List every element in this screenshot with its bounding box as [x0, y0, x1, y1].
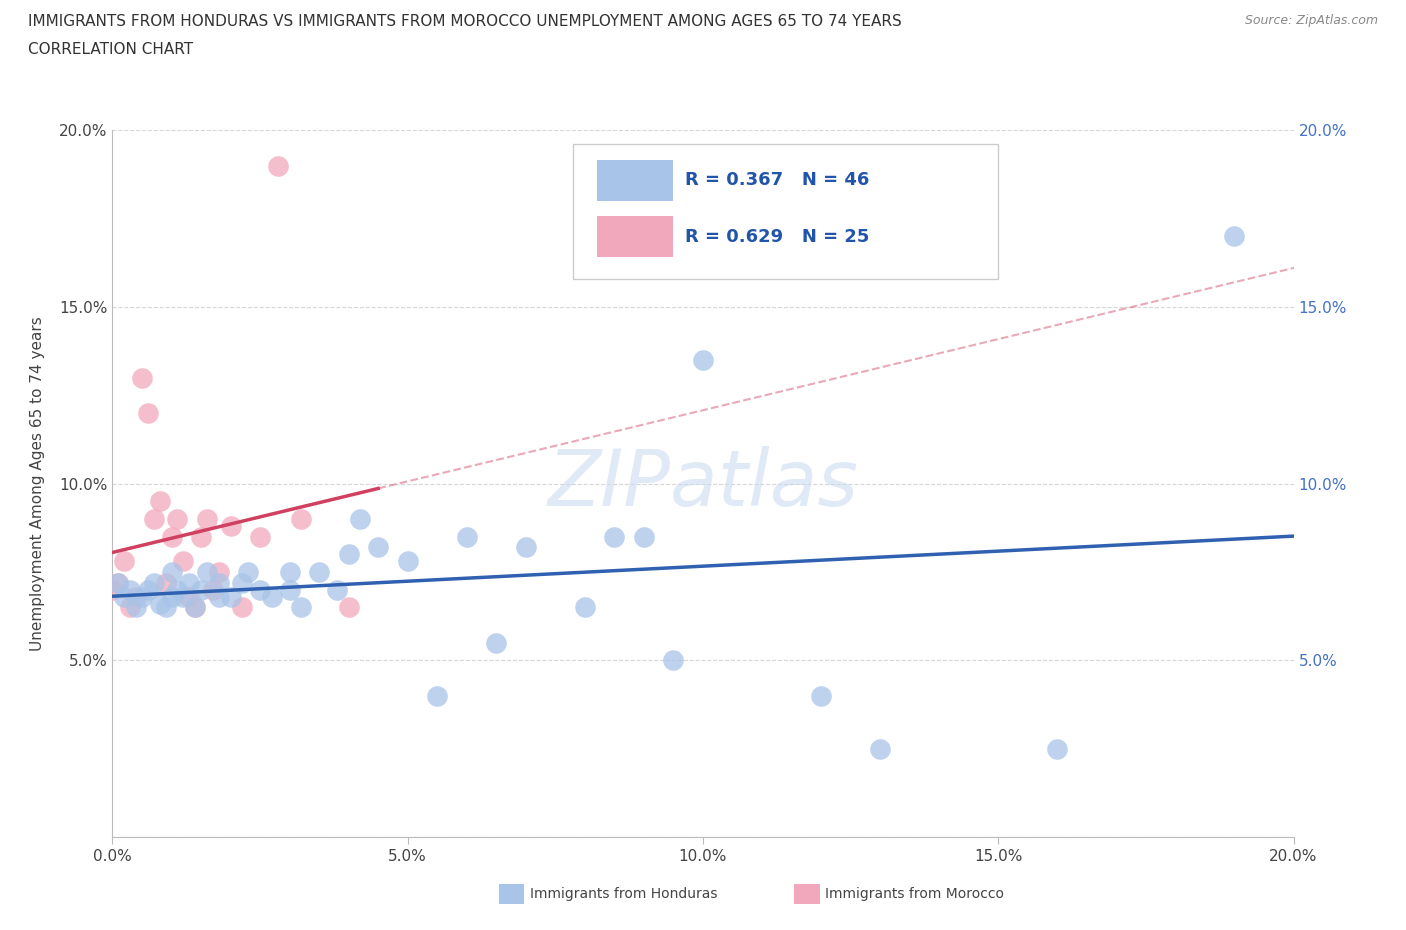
Point [166, 582, 188, 597]
Point [142, 575, 165, 590]
Point [1046, 741, 1069, 756]
Point [131, 370, 153, 385]
Point [396, 554, 419, 569]
Point [101, 582, 124, 597]
Point [184, 600, 207, 615]
Point [337, 547, 360, 562]
Point [290, 512, 312, 526]
Point [120, 600, 142, 615]
Point [149, 596, 172, 611]
Point [456, 529, 478, 544]
Point [219, 590, 242, 604]
Point [326, 582, 349, 597]
Text: Immigrants from Morocco: Immigrants from Morocco [825, 886, 1004, 901]
Point [160, 565, 183, 579]
Point [308, 565, 330, 579]
Point [515, 539, 537, 554]
Text: IMMIGRANTS FROM HONDURAS VS IMMIGRANTS FROM MOROCCO UNEMPLOYMENT AMONG AGES 65 T: IMMIGRANTS FROM HONDURAS VS IMMIGRANTS F… [28, 14, 901, 29]
Point [136, 582, 159, 597]
Point [195, 565, 218, 579]
Point [208, 590, 231, 604]
FancyBboxPatch shape [596, 160, 673, 201]
Point [349, 512, 371, 526]
Point [633, 529, 655, 544]
Point [249, 582, 271, 597]
Point [195, 512, 218, 526]
Point [112, 554, 135, 569]
Point [172, 590, 194, 604]
Point [662, 653, 685, 668]
Point [260, 590, 283, 604]
Point [426, 688, 449, 703]
Point [231, 600, 253, 615]
Point [290, 600, 312, 615]
Point [485, 635, 508, 650]
Point [136, 405, 159, 420]
FancyBboxPatch shape [574, 144, 998, 279]
Point [107, 575, 129, 590]
Point [1223, 229, 1246, 244]
Point [278, 582, 301, 597]
Point [125, 600, 148, 615]
Text: Source: ZipAtlas.com: Source: ZipAtlas.com [1244, 14, 1378, 27]
Point [120, 582, 142, 597]
Text: ZIPatlas: ZIPatlas [547, 445, 859, 522]
Point [125, 590, 148, 604]
Point [160, 590, 183, 604]
Point [184, 600, 207, 615]
Text: CORRELATION CHART: CORRELATION CHART [28, 42, 193, 57]
Point [179, 590, 201, 604]
Point [267, 158, 290, 173]
Point [149, 494, 172, 509]
FancyBboxPatch shape [596, 217, 673, 258]
Point [278, 565, 301, 579]
Point [869, 741, 891, 756]
Point [208, 565, 231, 579]
Point [112, 590, 135, 604]
Point [166, 512, 188, 526]
Point [131, 590, 153, 604]
Point [231, 575, 253, 590]
Point [172, 554, 194, 569]
Point [810, 688, 832, 703]
Text: R = 0.367   N = 46: R = 0.367 N = 46 [685, 171, 870, 190]
Point [219, 519, 242, 534]
Point [155, 600, 177, 615]
Point [201, 582, 224, 597]
Point [337, 600, 360, 615]
Point [107, 575, 129, 590]
Point [190, 529, 212, 544]
Point [574, 600, 596, 615]
Text: Immigrants from Honduras: Immigrants from Honduras [530, 886, 717, 901]
Point [142, 512, 165, 526]
Y-axis label: Unemployment Among Ages 65 to 74 years: Unemployment Among Ages 65 to 74 years [31, 316, 45, 651]
Text: R = 0.629   N = 25: R = 0.629 N = 25 [685, 228, 870, 246]
Point [238, 565, 260, 579]
Point [155, 575, 177, 590]
Point [179, 575, 201, 590]
Point [190, 582, 212, 597]
Point [208, 575, 231, 590]
Point [692, 352, 714, 367]
Point [603, 529, 626, 544]
Point [249, 529, 271, 544]
Point [160, 529, 183, 544]
Point [367, 539, 389, 554]
